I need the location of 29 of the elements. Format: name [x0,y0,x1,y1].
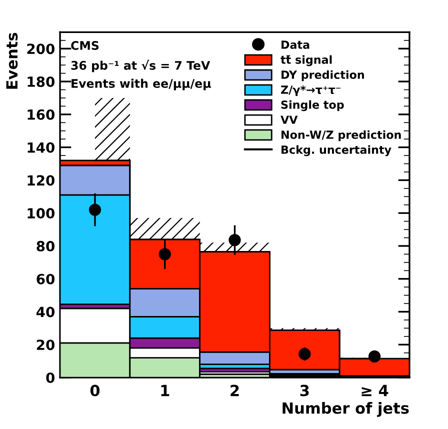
legend-label: tt̄ signal [280,55,332,66]
x-axis-title: Number of jets [282,402,409,417]
y-tick-label: 0 [46,372,55,383]
legend-label: Single top [281,100,344,112]
y-tick-label: 160 [28,109,55,120]
legend-label: Data [282,40,310,49]
y-axis-title: Events [6,32,18,89]
y-tick-label: 200 [27,44,55,54]
x-tick-label: 2 [230,384,239,396]
legend-label: Z/γ*→τ⁺τ⁻ [281,86,340,96]
legend-label: VV [280,116,298,124]
annotation: CMS [71,41,99,50]
legend-label: Non-W/Z prediction [282,130,401,142]
legend-label: DY prediction [282,70,364,82]
y-tick-label: 40 [36,306,55,318]
y-tick-label: 140 [28,142,55,153]
x-tick-label: 1 [161,384,170,396]
annotation: 36 pb⁻¹ at √s = 7 TeV [71,60,210,72]
y-tick-label: 180 [28,76,55,87]
x-tick-label: 3 [300,384,309,396]
y-tick-label: 60 [36,274,55,284]
y-tick-label: 120 [28,175,55,186]
annotation: Events with ee/μμ/eμ [72,78,211,90]
legend-label: Bckg. uncertainty [282,145,392,156]
y-tick-label: 20 [36,340,55,350]
x-tick-label: ≥ 4 [362,384,388,396]
y-tick-label: 80 [36,240,55,252]
y-tick-label: 100 [28,208,55,219]
x-tick-label: 0 [90,384,100,396]
